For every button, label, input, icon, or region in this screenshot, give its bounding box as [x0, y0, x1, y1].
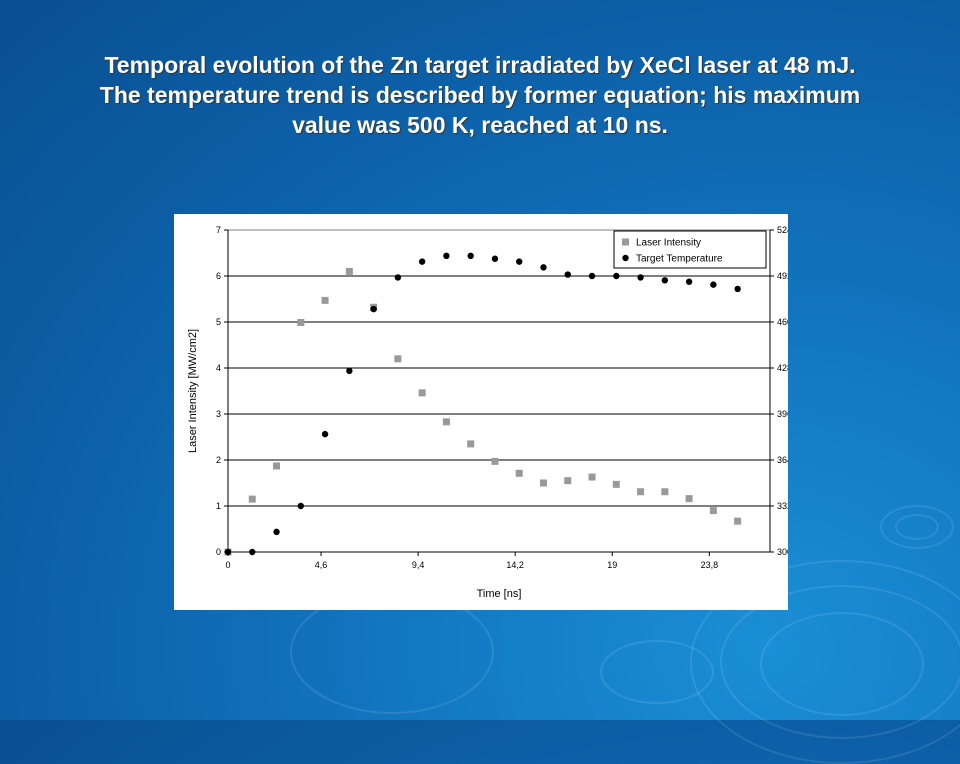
laser-intensity-point — [273, 462, 281, 470]
target-temperature-point — [321, 430, 329, 438]
target-temperature-point — [394, 274, 402, 281]
y-tick-label: 1 — [216, 501, 221, 511]
slide-title: Temporal evolution of the Zn target irra… — [40, 50, 920, 140]
background-ripple — [600, 640, 714, 704]
laser-intensity-point — [588, 473, 596, 481]
target-temperature-point — [443, 252, 450, 260]
x-tick-label: 0 — [225, 560, 230, 570]
x-tick-label: 4,6 — [315, 560, 328, 570]
legend-box — [613, 230, 767, 269]
legend-label: Target Temperature — [636, 254, 723, 265]
target-temperature-point — [491, 255, 499, 262]
laser-intensity-point — [515, 469, 523, 477]
target-temperature-point — [273, 528, 280, 536]
laser-intensity-point — [491, 457, 499, 465]
slide-title-line: Temporal evolution of the Zn target irra… — [104, 52, 856, 78]
target-temperature-point — [346, 367, 353, 375]
laser-intensity-point — [297, 318, 305, 326]
target-temperature-point — [661, 277, 669, 284]
laser-intensity-point — [321, 296, 329, 304]
y-tick-label: 4 — [216, 363, 221, 373]
laser-intensity-point — [637, 488, 645, 496]
background-ripple — [880, 505, 954, 549]
x-tick-label: 9,4 — [412, 560, 425, 570]
legend-temperature-marker — [622, 254, 629, 262]
legend-laser-marker — [622, 238, 629, 246]
laser-intensity-point — [661, 488, 669, 496]
x-tick-label: 23,8 — [701, 560, 719, 570]
scatter-chart: 0 1 2 3 4 5 6 7 300 332 364 396 428 460 492 524 0 4,6 9,4 1… — [187, 225, 788, 600]
x-tick-label: 14,2 — [506, 560, 524, 570]
legend-label: Laser Intensity — [636, 238, 701, 249]
y2-tick-label: 396 — [777, 409, 788, 419]
laser-intensity-point — [539, 479, 547, 487]
y2-tick-label: 332 — [777, 501, 788, 511]
target-temperature-point — [588, 272, 596, 280]
background-ripple — [760, 612, 924, 716]
laser-intensity-point — [418, 389, 426, 397]
y2-tick-label: 300 — [777, 547, 788, 557]
y2-tick-label: 428 — [777, 363, 788, 373]
target-temperature-point — [710, 281, 717, 288]
target-temperature-point — [540, 264, 547, 271]
target-temperature-point — [249, 548, 256, 556]
target-temperature-point — [734, 285, 741, 293]
background-ripple — [895, 514, 939, 540]
target-temperature-point — [613, 272, 620, 280]
y-tick-label: 3 — [216, 409, 221, 419]
y-tick-label: 6 — [216, 271, 221, 281]
slide-title-line: value was 500 K, reached at 10 ns. — [292, 112, 668, 138]
y-axis-title: Laser Intensity [MW/cm2] — [187, 329, 199, 453]
x-axis-title: Time [ns] — [477, 588, 522, 600]
target-temperature-point — [516, 258, 523, 265]
target-temperature-point — [637, 274, 644, 281]
laser-intensity-point — [709, 507, 717, 515]
target-temperature-point — [224, 548, 232, 556]
target-temperature-point — [418, 258, 426, 265]
plot-area-border — [227, 229, 771, 553]
y-tick-label: 7 — [216, 225, 221, 235]
x-tick-label: 19 — [607, 560, 617, 570]
y-tick-label: 2 — [216, 455, 221, 465]
y-tick-label: 0 — [216, 547, 221, 557]
y2-tick-label: 492 — [777, 271, 788, 281]
laser-intensity-point — [394, 355, 402, 363]
laser-intensity-point — [564, 477, 572, 485]
laser-intensity-point — [734, 517, 742, 525]
target-temperature-point — [370, 305, 377, 313]
target-temperature-point — [564, 271, 571, 278]
laser-intensity-point — [345, 267, 353, 275]
laser-intensity-point — [442, 418, 450, 426]
y2-tick-label: 364 — [777, 455, 788, 465]
target-temperature-point — [685, 278, 693, 285]
y2-tick-label: 524 — [777, 225, 788, 235]
laser-intensity-point — [248, 495, 256, 503]
chart-panel: 0 1 2 3 4 5 6 7 300 332 364 396 428 460 492 524 0 4,6 9,4 1… — [174, 214, 788, 610]
y2-tick-label: 460 — [777, 317, 788, 327]
laser-intensity-point — [612, 480, 620, 488]
target-temperature-point — [297, 502, 305, 510]
target-temperature-point — [467, 252, 474, 260]
slide-title-line: The temperature trend is described by fo… — [99, 82, 861, 108]
y-tick-label: 5 — [216, 317, 221, 327]
laser-intensity-point — [685, 495, 693, 503]
laser-intensity-point — [467, 440, 475, 448]
